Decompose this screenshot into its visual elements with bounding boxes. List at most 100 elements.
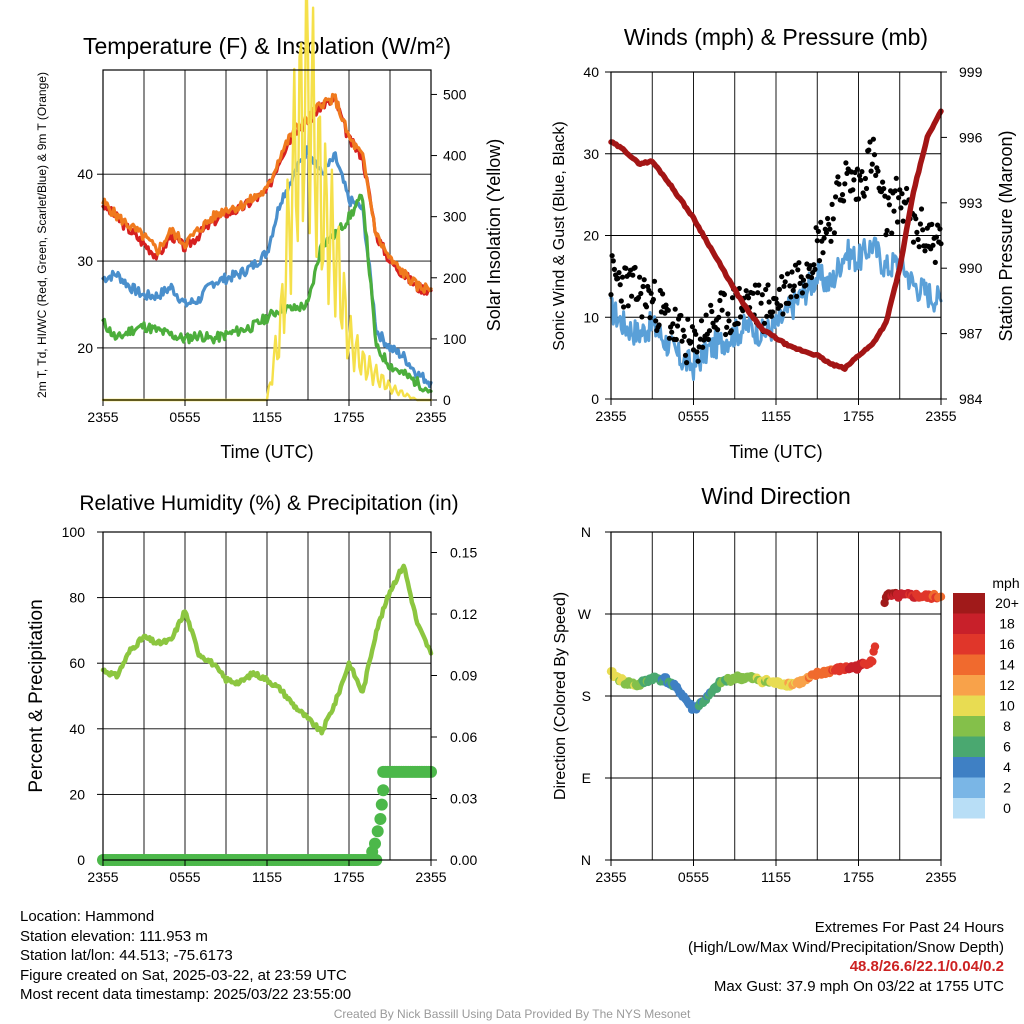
winds-gust-point (891, 208, 897, 214)
winds-gust-point (866, 147, 872, 153)
winds-series-sonic-wind (609, 236, 943, 381)
winds-gust-point (932, 259, 938, 265)
winds-gust-point (724, 324, 730, 330)
humidity-ytick-right-label: 0.00 (450, 852, 477, 868)
humidity-xtick-label: 2355 (87, 869, 118, 885)
winds-gust-point (883, 232, 889, 238)
temp-title: Temperature (F) & Insolation (W/m²) (83, 33, 451, 59)
winds-gust-point (706, 328, 713, 334)
colorbar-swatch (953, 654, 985, 675)
winds-gust-point (917, 221, 924, 227)
winds-gust-point (705, 336, 712, 342)
humidity-precip-point (371, 825, 384, 838)
winds-gust-point (896, 195, 902, 201)
winds-gust-point (884, 227, 890, 234)
winds-gust-point (685, 316, 691, 322)
winds-gust-point (812, 266, 818, 272)
winds-gust-point (673, 336, 679, 343)
winds-gust-point (826, 221, 832, 227)
winds-gust-point (851, 177, 857, 183)
winds-gust-point (663, 302, 669, 308)
colorbar-label: 12 (999, 677, 1015, 693)
humidity-precip-point (374, 813, 387, 825)
winds-gust-point (850, 187, 856, 193)
winds-gust-point (935, 222, 941, 228)
winds-gust-point (870, 136, 877, 142)
humidity-ytick-right-label: 0.15 (450, 545, 477, 561)
winds-gust-point (632, 264, 638, 271)
winds-gust-point (823, 230, 830, 236)
humidity-ytick-label: 60 (69, 655, 85, 671)
winds-gust-point (868, 168, 874, 174)
colorbar-label: 6 (1003, 739, 1011, 755)
direction-point (870, 642, 880, 651)
temp-ytick-right-label: 100 (443, 331, 467, 347)
winds-gust-point (782, 279, 788, 285)
winds-gust-point (728, 328, 734, 334)
winds-gust-point (898, 205, 904, 211)
humidity-ytick-label: 80 (69, 590, 85, 606)
colorbar-unit: mph (992, 575, 1019, 591)
winds-gust-point (857, 173, 863, 179)
winds-ytick-label: 20 (583, 228, 599, 244)
winds-gust-point (859, 169, 865, 175)
winds-gust-point (623, 265, 629, 271)
winds-gust-point (716, 314, 722, 320)
winds-gust-point (768, 313, 775, 319)
winds-gust-point (862, 175, 869, 182)
winds-ytick-right-label: 999 (959, 64, 983, 80)
winds-series-pressure (608, 108, 944, 372)
winds-gust-point (737, 314, 744, 320)
winds-xtick-label: 1755 (843, 408, 874, 424)
temp-ytick-right-label: 200 (443, 270, 467, 286)
winds-gust-point (637, 274, 643, 280)
extremes-desc: (High/Low/Max Wind/Precipitation/Snow De… (688, 938, 1004, 956)
winds-xtick-label: 2355 (925, 408, 956, 424)
winds-gust-point (651, 278, 658, 284)
winds-gust-point (871, 152, 878, 158)
winds-gust-point (818, 219, 824, 225)
humidity-ytick-right-label: 0.03 (450, 791, 477, 807)
winds-gust-point (899, 191, 905, 197)
winds-gust-point (672, 306, 678, 312)
winds-gust-point (855, 196, 862, 202)
humidity-ytick-label: 40 (69, 721, 85, 737)
max-gust-text: Max Gust: 37.9 mph On 03/22 at 1755 UTC (713, 977, 1004, 995)
temp-ytick-right-label: 500 (443, 86, 467, 102)
winds-gust-point (717, 297, 723, 304)
winds-gust-point (937, 226, 943, 232)
winds-gust-point (808, 274, 815, 281)
humidity-precip-point (375, 798, 388, 811)
winds-gust-point (640, 283, 646, 290)
winds-gust-point (756, 282, 762, 288)
winds-gust-point (701, 337, 707, 343)
winds-gust-point (698, 318, 705, 324)
elevation-text: Station elevation: 111.953 m (20, 927, 208, 945)
winds-gust-point (765, 282, 771, 288)
winds-gust-point (647, 315, 653, 321)
winds-gust-point (638, 290, 644, 297)
winds-gust-point (843, 160, 849, 166)
winds-gust-point (700, 344, 706, 350)
temp-ytick-right-label: 300 (443, 209, 467, 225)
winds-gust-point (825, 215, 831, 222)
latlon-text: Station lat/lon: 44.513; -75.6173 (20, 947, 233, 964)
winds-gust-point (881, 186, 887, 192)
direction-xtick-label: 0555 (678, 869, 709, 885)
humidity-xtick-label: 1755 (333, 869, 364, 885)
colorbar-swatch (953, 716, 985, 737)
winds-gust-point (639, 314, 645, 320)
winds-gust-point (875, 168, 881, 174)
winds-gust-point (833, 194, 839, 200)
direction-ytick-label: S (582, 688, 591, 704)
winds-gust-point (715, 327, 721, 333)
winds-ylabel-right: Station Pressure (Maroon) (996, 130, 1016, 341)
winds-gust-point (885, 195, 891, 201)
winds-gust-point (892, 188, 898, 194)
winds-ytick-right-label: 990 (959, 260, 983, 276)
colorbar-swatch (953, 757, 985, 778)
winds-xlabel: Time (UTC) (729, 442, 822, 462)
temp-ytick-right-label: 0 (443, 392, 451, 408)
temp-ytick-label: 40 (77, 166, 93, 182)
winds-gust-point (682, 352, 689, 358)
